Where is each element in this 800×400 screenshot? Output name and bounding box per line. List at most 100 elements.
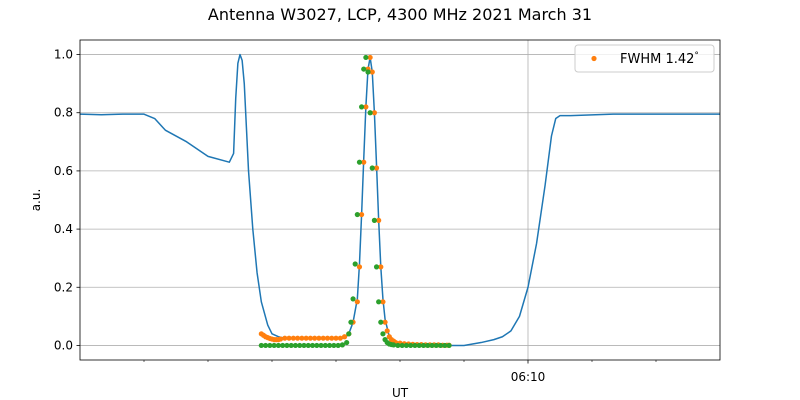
antenna-response-line [79,53,720,347]
fwhm-point [312,335,318,341]
legend: FWHM 1.42° [574,44,715,73]
fwhm-point [316,335,322,341]
sample-point [363,54,369,61]
sample-point [301,342,307,349]
sample-point [446,342,452,349]
fwhm-point [282,335,288,341]
legend-label-fwhm: FWHM 1.42° [620,51,699,67]
y-axis-label: a.u. [29,189,43,212]
sample-point [395,342,401,349]
fwhm-point [378,264,384,270]
sample-point [356,159,363,165]
sample-point [350,296,356,302]
legend-box [574,44,715,73]
sample-point [359,104,365,110]
sample-point [327,342,333,349]
sample-point [288,342,294,349]
fwhm-point [277,336,284,342]
fwhm-point [341,334,348,340]
sample-point [369,165,375,171]
sample-point [297,342,303,349]
sample-point [271,342,277,349]
y-tick-label: 0.2 [54,280,73,294]
fwhm-point [373,165,380,171]
fwhm-point [286,335,292,341]
sample-point [348,319,354,325]
sample-point [275,342,281,349]
sample-point [292,342,299,349]
sample-point [367,110,373,116]
sample-point [258,342,264,349]
sample-point [437,342,444,349]
sample-point [416,342,422,349]
y-tick-label: 1.0 [54,48,73,62]
fwhm-point [299,335,305,341]
fwhm-point [359,211,365,218]
fwhm-point [333,335,339,341]
sample-point [344,339,350,346]
sample-point [433,342,439,349]
fwhm-point [363,104,369,110]
legend-label-text: FWHM 1.42 [620,52,694,67]
y-tick-label: 0.0 [54,338,73,352]
sample-point [309,342,316,349]
series-layer [79,53,720,349]
sample-point [314,342,320,349]
sample-point [380,331,386,337]
sample-point [429,342,435,349]
sample-point [263,342,269,349]
chart-title: Antenna W3027, LCP, 4300 MHz 2021 March … [208,5,592,24]
fwhm-point [380,299,386,305]
sample-point [373,264,380,270]
y-tick-label: 0.4 [54,222,73,236]
plot-frame [79,39,721,361]
sample-point [318,342,324,349]
sample-point [331,342,337,349]
sample-point [378,319,384,325]
sample-point [425,342,431,349]
sample-point [267,342,273,349]
sample-point [391,342,397,348]
sample-point [284,342,290,349]
legend-label-degree: ° [694,51,699,61]
fwhm-point [376,217,382,223]
sample-point [412,342,418,349]
x-axis-label: UT [392,386,409,400]
fwhm-point [303,335,309,341]
fwhm-point [354,299,360,305]
fwhm-point [320,335,326,341]
grid-layer [80,40,720,360]
legend-marker-fwhm [591,55,597,62]
sample-point [420,342,427,349]
sample-point [352,261,358,267]
fwhm-point [329,335,335,341]
sample-point [354,211,360,218]
axes-layer: 0.0 0.2 0.4 0.6 0.8 1.0 06:10 [54,39,721,384]
fwhm-point [369,69,375,75]
fwhm-point [324,335,331,341]
sample-point [305,342,311,349]
sample-point [376,299,382,305]
x-tick-label: 06:10 [511,370,546,384]
fwhm-point [382,319,388,325]
fwhm-point [356,264,363,270]
sample-point [280,342,286,349]
sample-point [339,342,345,348]
fwhm-point [367,54,373,61]
sample-point [365,69,371,75]
sample-point [442,342,448,349]
sample-point [408,342,414,349]
sample-point [335,342,341,349]
y-tick-label: 0.8 [54,106,73,120]
fwhm-point [290,335,296,341]
fwhm-point [295,335,301,341]
fwhm-point [337,335,343,341]
fwhm-point [384,328,390,334]
fwhm-point [361,159,367,165]
sample-point [346,331,352,337]
sample-point [322,342,328,349]
y-tick-label: 0.6 [54,164,73,178]
sample-point [403,342,409,349]
